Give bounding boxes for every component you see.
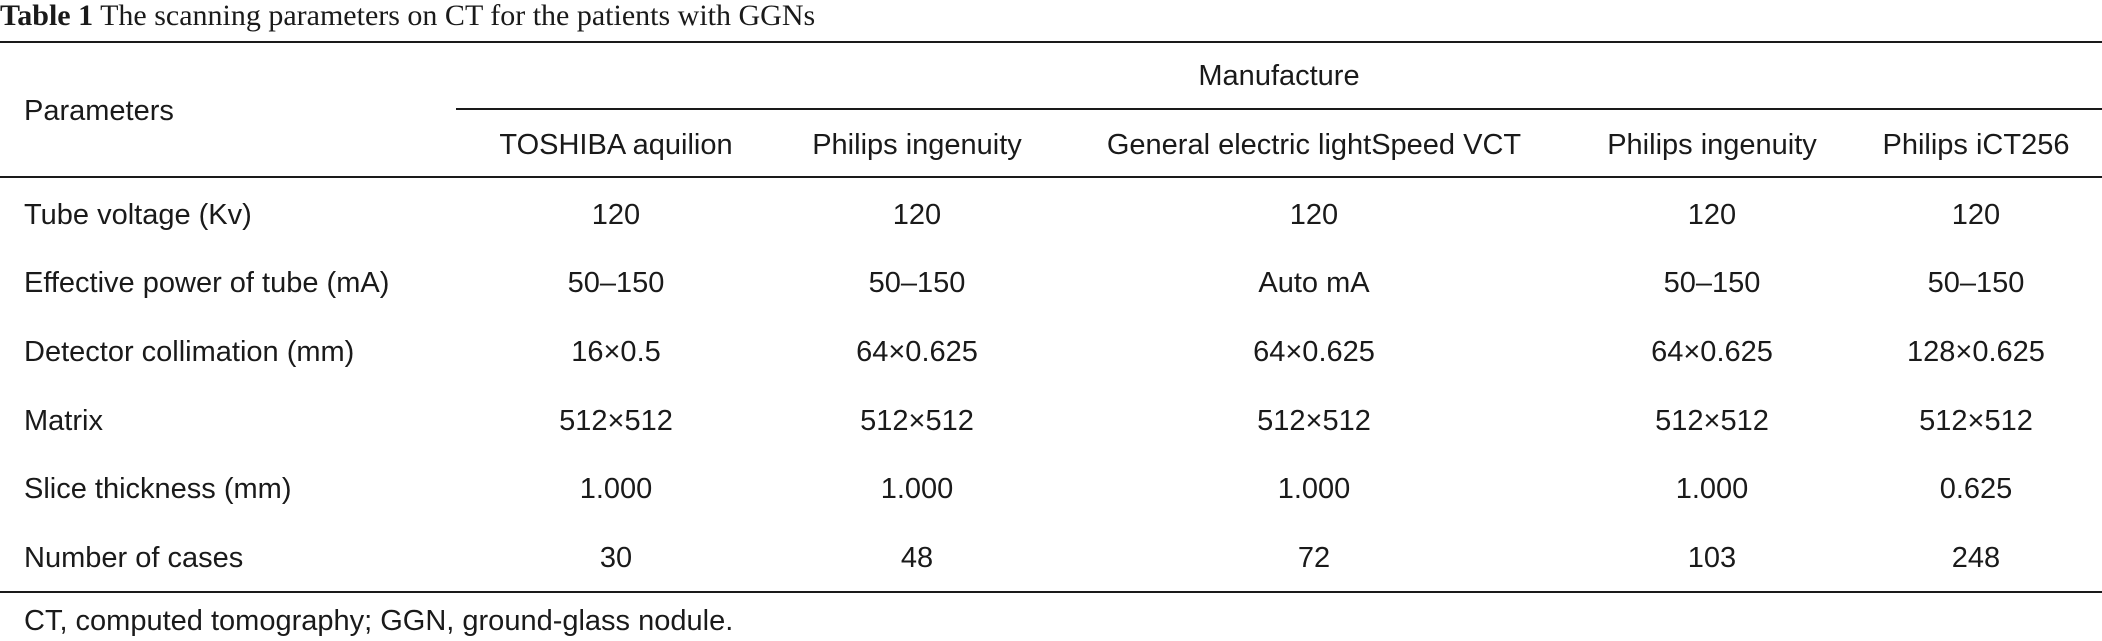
table-cell: 512×512	[860, 405, 974, 437]
row-label: Matrix	[24, 405, 103, 437]
table-cell: 0.625	[1939, 473, 2013, 505]
table-cell: 16×0.5	[571, 336, 661, 368]
table-cell: 120	[591, 199, 641, 231]
table-cell: 1.000	[579, 473, 653, 505]
table-cell: 512×512	[559, 405, 673, 437]
table-caption-label: Table 1	[0, 0, 94, 32]
table-cell: 512×512	[1257, 405, 1371, 437]
table-cell: 1.000	[1277, 473, 1351, 505]
row-label: Slice thickness (mm)	[24, 473, 292, 505]
table-cell: 64×0.625	[856, 336, 978, 368]
column-header: Philips iCT256	[1882, 129, 2070, 161]
table-cell: 64×0.625	[1651, 336, 1773, 368]
table-cell: 72	[1297, 542, 1331, 574]
table-cell: Auto mA	[1258, 267, 1370, 299]
column-header: Philips ingenuity	[812, 129, 1022, 161]
table-top-rule	[0, 41, 2102, 43]
table-cell: 120	[1687, 199, 1737, 231]
column-header: Philips ingenuity	[1607, 129, 1817, 161]
manufacture-group-header: Manufacture	[1198, 60, 1360, 92]
table-bottom-rule	[0, 591, 2102, 593]
column-header: General electric lightSpeed VCT	[1106, 129, 1522, 161]
manufacture-group-rule	[456, 108, 2102, 110]
table-cell: 248	[1951, 542, 2001, 574]
row-label: Effective power of tube (mA)	[24, 267, 390, 299]
table-cell: 120	[1951, 199, 2001, 231]
table-cell: 120	[1289, 199, 1339, 231]
row-label: Number of cases	[24, 542, 244, 574]
table-cell: 1.000	[1675, 473, 1749, 505]
table-cell: 64×0.625	[1253, 336, 1375, 368]
table-caption: Table 1 The scanning parameters on CT fo…	[0, 0, 815, 40]
table-cell: 120	[892, 199, 942, 231]
table-header-rule	[0, 176, 2102, 178]
table-cell: 50–150	[1663, 267, 1761, 299]
table-cell: 50–150	[567, 267, 665, 299]
row-label: Tube voltage (Kv)	[24, 199, 252, 231]
table-footnote: CT, computed tomography; GGN, ground-gla…	[24, 605, 734, 637]
table-cell: 512×512	[1655, 405, 1769, 437]
table-cell: 50–150	[868, 267, 966, 299]
table-cell: 103	[1687, 542, 1737, 574]
table-cell: 512×512	[1919, 405, 2033, 437]
table-cell: 50–150	[1927, 267, 2025, 299]
table-cell: 1.000	[880, 473, 954, 505]
table-cell: 30	[599, 542, 633, 574]
table-cell: 48	[900, 542, 934, 574]
parameters-header: Parameters	[24, 95, 174, 127]
table-cell: 128×0.625	[1907, 336, 2045, 368]
table-caption-title: The scanning parameters on CT for the pa…	[100, 0, 816, 32]
column-header: TOSHIBA aquilion	[499, 129, 733, 161]
row-label: Detector collimation (mm)	[24, 336, 355, 368]
